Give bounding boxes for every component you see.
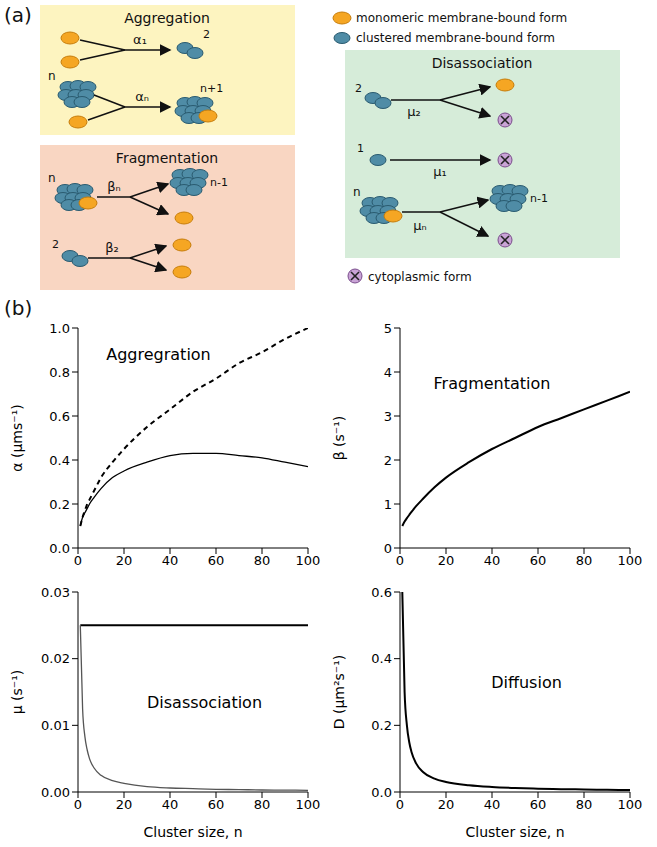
svg-text:βₙ: βₙ	[107, 179, 120, 194]
svg-text:(a): (a)	[4, 3, 32, 27]
svg-text:20: 20	[116, 553, 133, 568]
svg-text:0.6: 0.6	[49, 409, 70, 424]
svg-text:0: 0	[396, 797, 404, 812]
svg-text:μ₂: μ₂	[407, 104, 420, 119]
svg-text:Fragmentation: Fragmentation	[116, 150, 218, 166]
html-text:Fragmentation: Fragmentation	[433, 373, 551, 393]
svg-text:20: 20	[438, 553, 455, 568]
svg-text:0.02: 0.02	[41, 651, 70, 666]
svg-text:μ₁: μ₁	[433, 164, 446, 179]
svg-text:monomeric membrane-bound form: monomeric membrane-bound form	[356, 11, 567, 25]
svg-text:1: 1	[357, 142, 364, 155]
svg-text:0.8: 0.8	[49, 365, 70, 380]
svg-text:80: 80	[254, 553, 271, 568]
svg-text:Cluster size, n: Cluster size, n	[143, 824, 242, 840]
svg-text:60: 60	[208, 797, 225, 812]
svg-text:100: 100	[618, 553, 643, 568]
svg-text:40: 40	[162, 797, 179, 812]
svg-text:100: 100	[296, 797, 321, 812]
svg-text:80: 80	[576, 797, 593, 812]
svg-text:100: 100	[296, 553, 321, 568]
svg-text:cytoplasmic form: cytoplasmic form	[368, 270, 472, 284]
svg-text:n-1: n-1	[210, 176, 228, 189]
svg-text:0: 0	[74, 553, 82, 568]
svg-text:n: n	[353, 185, 361, 199]
svg-text:0.03: 0.03	[41, 585, 70, 600]
svg-text:100: 100	[618, 797, 643, 812]
svg-text:80: 80	[576, 553, 593, 568]
svg-text:4: 4	[384, 365, 392, 380]
svg-text:20: 20	[116, 797, 133, 812]
svg-text:0.4: 0.4	[371, 651, 392, 666]
svg-text:1.0: 1.0	[49, 321, 70, 336]
svg-text:5: 5	[384, 321, 392, 336]
html-text:Diffusion: Diffusion	[491, 672, 562, 692]
svg-text:α₁: α₁	[133, 32, 147, 47]
svg-text:40: 40	[484, 553, 501, 568]
svg-text:3: 3	[384, 409, 392, 424]
svg-text:n+1: n+1	[200, 82, 223, 95]
svg-text:2: 2	[384, 453, 392, 468]
svg-text:0.2: 0.2	[371, 718, 392, 733]
svg-text:0.6: 0.6	[371, 585, 392, 600]
svg-text:0.0: 0.0	[371, 785, 392, 800]
svg-text:2: 2	[355, 82, 362, 95]
svg-text:n: n	[48, 69, 56, 83]
svg-text:α (μms⁻¹): α (μms⁻¹)	[9, 404, 25, 471]
svg-text:40: 40	[484, 797, 501, 812]
svg-text:0.00: 0.00	[41, 785, 70, 800]
svg-text:Aggregation: Aggregation	[124, 10, 210, 26]
svg-text:n: n	[48, 171, 56, 185]
svg-text:2: 2	[203, 28, 210, 41]
svg-text:60: 60	[530, 797, 547, 812]
svg-text:0.0: 0.0	[49, 541, 70, 556]
svg-text:60: 60	[530, 553, 547, 568]
svg-text:60: 60	[208, 553, 225, 568]
svg-text:n-1: n-1	[530, 192, 548, 205]
svg-text:0.2: 0.2	[49, 497, 70, 512]
svg-text:20: 20	[438, 797, 455, 812]
svg-text:β₂: β₂	[105, 240, 119, 255]
html-text:Aggregration: Aggregration	[106, 344, 211, 364]
svg-text:1: 1	[384, 497, 392, 512]
html-text:Disassociation: Disassociation	[147, 692, 262, 712]
svg-text:40: 40	[162, 553, 179, 568]
svg-text:D (μm²s⁻¹): D (μm²s⁻¹)	[331, 655, 347, 730]
svg-text:Disassociation: Disassociation	[432, 55, 533, 71]
svg-text:0: 0	[384, 541, 392, 556]
svg-text:Cluster size, n: Cluster size, n	[465, 824, 564, 840]
svg-text:αₙ: αₙ	[135, 89, 149, 104]
svg-text:0: 0	[74, 797, 82, 812]
svg-text:2: 2	[52, 238, 59, 251]
svg-text:β (s⁻¹): β (s⁻¹)	[331, 416, 347, 461]
svg-text:0: 0	[396, 553, 404, 568]
svg-text:0.4: 0.4	[49, 453, 70, 468]
html-text:(b): (b)	[4, 296, 33, 320]
svg-text:80: 80	[254, 797, 271, 812]
svg-text:μₙ: μₙ	[413, 218, 426, 233]
svg-text:μ (s⁻¹): μ (s⁻¹)	[9, 670, 25, 715]
svg-text:0.01: 0.01	[41, 718, 70, 733]
svg-text:clustered membrane-bound form: clustered membrane-bound form	[356, 31, 555, 45]
